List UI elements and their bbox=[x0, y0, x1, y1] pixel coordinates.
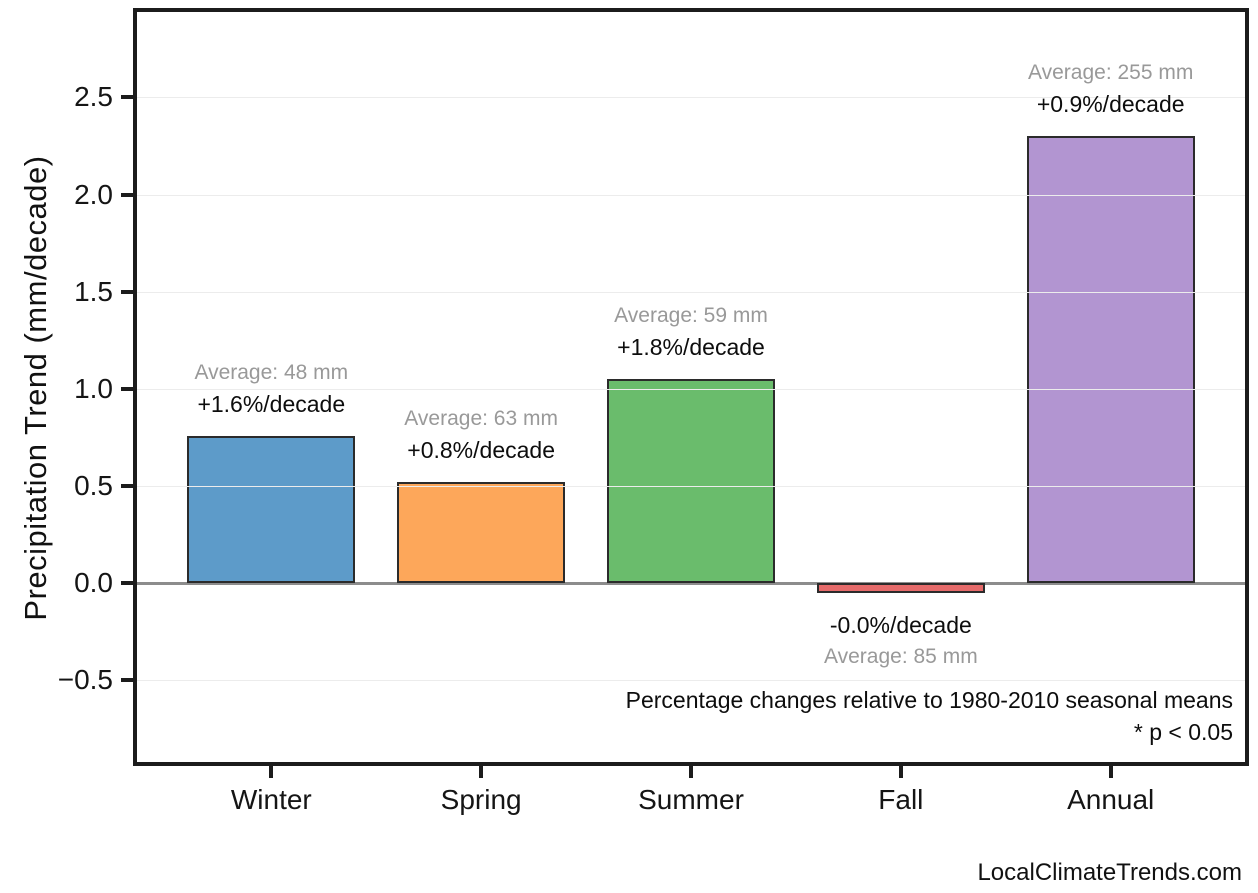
x-tick-label-spring: Spring bbox=[440, 784, 522, 815]
bar-spring bbox=[397, 482, 566, 584]
gridline bbox=[137, 194, 1245, 196]
y-tick bbox=[121, 95, 133, 100]
y-tick bbox=[121, 678, 133, 683]
x-tick bbox=[269, 766, 274, 778]
y-tick-label: 1.5 bbox=[74, 275, 113, 307]
x-tick bbox=[898, 766, 903, 778]
gridline bbox=[137, 291, 1245, 293]
plot-area: Percentage changes relative to 1980-2010… bbox=[133, 8, 1249, 766]
y-tick-label: 0.5 bbox=[74, 470, 113, 502]
annotation-trend: +0.8%/decade bbox=[407, 437, 555, 464]
annotation-spring: Average: 63 mm +0.8%/decade bbox=[404, 404, 558, 467]
x-tick-label-fall: Fall bbox=[878, 784, 924, 815]
y-tick bbox=[121, 386, 133, 391]
y-tick bbox=[121, 581, 133, 586]
x-tick-label-annual: Annual bbox=[1067, 784, 1155, 815]
gridline bbox=[137, 97, 1245, 99]
annotation-average: Average: 59 mm bbox=[614, 304, 768, 328]
x-tick-label-winter: Winter bbox=[230, 784, 312, 815]
annotation-average: Average: 63 mm bbox=[404, 407, 558, 431]
y-tick bbox=[121, 192, 133, 197]
bar-summer bbox=[607, 379, 775, 584]
annotation-average: Average: 255 mm bbox=[1028, 61, 1194, 85]
annotation-trend: +0.9%/decade bbox=[1036, 91, 1185, 118]
y-tick-label: 2.5 bbox=[74, 81, 113, 113]
y-tick bbox=[121, 484, 133, 489]
footnote-line-1: Percentage changes relative to 1980-2010… bbox=[625, 687, 1233, 713]
bar-annual bbox=[1026, 136, 1195, 584]
y-tick-label: 1.0 bbox=[74, 372, 113, 404]
zero-line bbox=[137, 581, 1245, 585]
x-tick bbox=[689, 766, 693, 778]
y-tick-label: −0.5 bbox=[57, 664, 113, 696]
bar-fall bbox=[816, 583, 985, 593]
annotation-fall: -0.0%/decade Average: 85 mm bbox=[824, 609, 978, 672]
annotation-trend: +1.8%/decade bbox=[617, 334, 765, 361]
annotation-trend: -0.0%/decade bbox=[829, 611, 972, 638]
footnote: Percentage changes relative to 1980-2010… bbox=[626, 684, 1233, 748]
x-tick bbox=[479, 766, 484, 778]
bar-winter bbox=[187, 435, 356, 584]
annotation-annual: Average: 255 mm +0.9%/decade bbox=[1028, 58, 1193, 121]
footnote-line-2: * p < 0.05 bbox=[1133, 719, 1233, 745]
annotation-average: Average: 85 mm bbox=[824, 644, 978, 668]
gridline bbox=[137, 680, 1245, 682]
gridline bbox=[137, 486, 1245, 488]
annotation-trend: +1.6%/decade bbox=[197, 390, 346, 417]
y-tick-label: 0.0 bbox=[74, 567, 113, 599]
annotation-average: Average: 48 mm bbox=[194, 360, 349, 384]
annotation-winter: Average: 48 mm +1.6%/decade bbox=[194, 358, 348, 421]
x-tick bbox=[1108, 766, 1113, 778]
watermark: LocalClimateTrends.com bbox=[977, 859, 1242, 886]
x-tick-label-summer: Summer bbox=[638, 784, 744, 815]
y-tick bbox=[121, 289, 133, 294]
gridline bbox=[137, 388, 1245, 390]
annotation-summer: Average: 59 mm +1.8%/decade bbox=[614, 301, 768, 364]
y-tick-label: 2.0 bbox=[74, 178, 113, 210]
